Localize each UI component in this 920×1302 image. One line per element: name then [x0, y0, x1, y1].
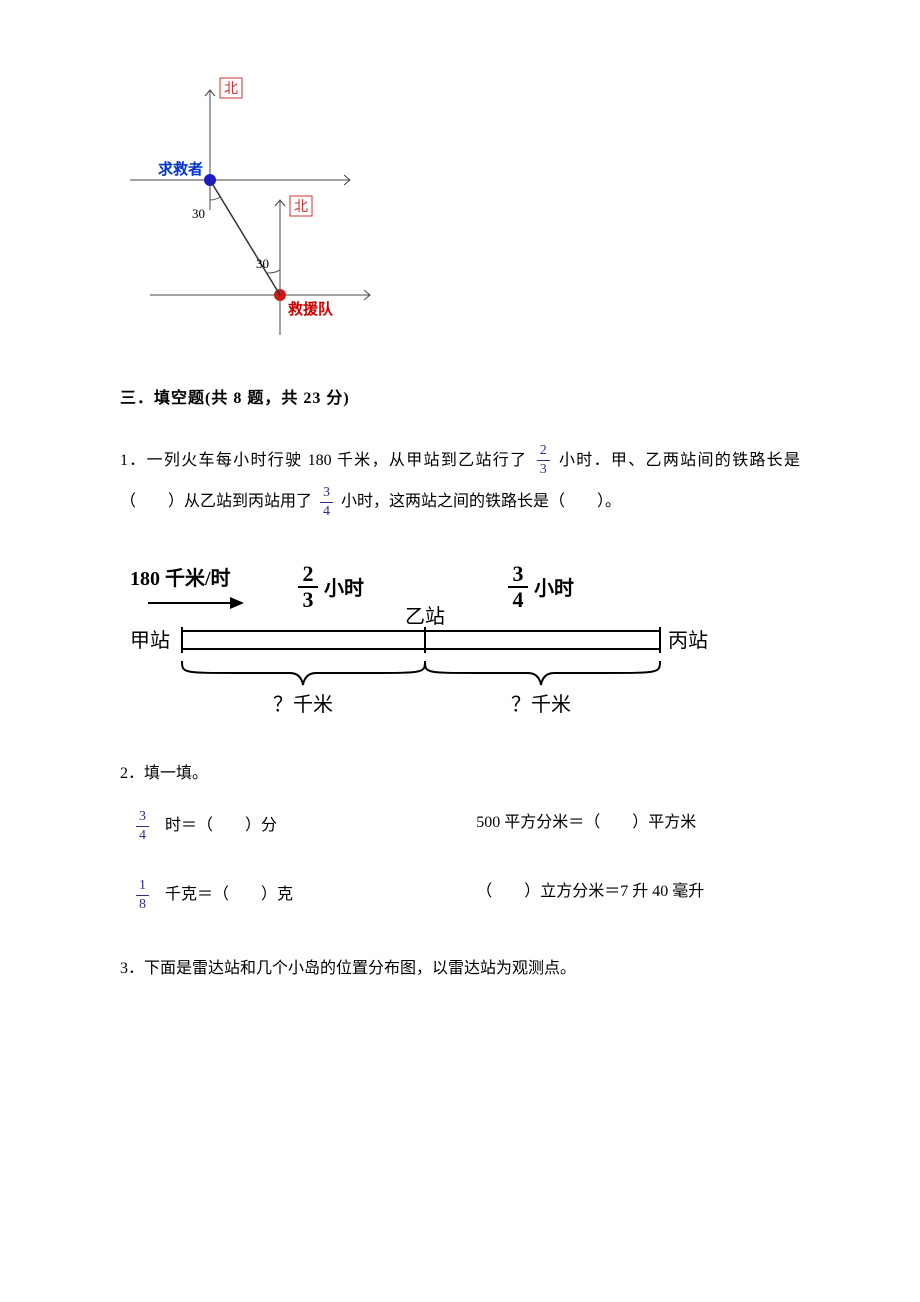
- t2-num: 3: [513, 561, 524, 586]
- angle-label-1: 30: [192, 206, 205, 221]
- train-diagram: 180 千米/时 2 3 小时 3 4 小时 乙站 甲站 丙站 ？千米 ？千米: [120, 551, 720, 721]
- speed-label: 180 千米/时: [130, 567, 231, 590]
- rescue-diagram: 北 求救者 北 救援队 30 30: [120, 70, 380, 350]
- q1-frac-2: 3 4: [320, 486, 333, 519]
- q2-row-1: 3 4 时＝（ ）分 500 平方分米＝（ ）平方米: [120, 810, 800, 843]
- q2-cell-1b: 500 平方分米＝（ ）平方米: [476, 810, 800, 843]
- q2-2a-text: 千克＝（ ）克: [165, 887, 293, 904]
- north-label-1: 北: [224, 81, 238, 97]
- q2-cell-2a: 1 8 千克＝（ ）克: [120, 879, 476, 912]
- t2-unit: 小时: [534, 577, 574, 600]
- t1-num: 2: [303, 561, 314, 586]
- q2-1a-den: 4: [136, 826, 149, 843]
- q2-2a-den: 8: [136, 895, 149, 912]
- q1-text-c: 小时，这两站之间的铁路长是（ ）。: [341, 493, 621, 510]
- q2-cell-2b: （ ）立方分米＝7 升 40 毫升: [476, 879, 800, 912]
- station-b-label: 乙站: [405, 605, 445, 628]
- q1-text-a: 1．一列火车每小时行驶 180 千米，从甲站到乙站行了: [120, 452, 533, 469]
- q2-1b-text: 500 平方分米＝（ ）平方米: [476, 814, 696, 831]
- section-3-heading: 三．填空题(共 8 题，共 23 分): [120, 386, 800, 412]
- q2-1a-num: 3: [136, 810, 149, 826]
- station-a-label: 甲站: [130, 629, 170, 652]
- q2-1a-text: 时＝（ ）分: [165, 818, 277, 835]
- q2-frac-2a: 1 8: [136, 879, 149, 912]
- t1-den: 3: [303, 587, 314, 612]
- q2-cell-1a: 3 4 时＝（ ）分: [120, 810, 476, 843]
- q2-frac-1a: 3 4: [136, 810, 149, 843]
- q1-frac1-den: 3: [537, 460, 550, 477]
- q2-2a-num: 1: [136, 879, 149, 895]
- q2-2b-text: （ ）立方分米＝7 升 40 毫升: [476, 883, 704, 900]
- question-1: 1．一列火车每小时行驶 180 千米，从甲站到乙站行了 2 3 小时．甲、乙两站…: [120, 440, 800, 523]
- q1-frac2-num: 3: [320, 486, 333, 502]
- team-label: 救援队: [288, 300, 334, 318]
- dist-q-1: ？千米: [273, 693, 333, 716]
- rescuer-label: 求救者: [158, 160, 203, 178]
- station-c-label: 丙站: [668, 629, 708, 652]
- q1-frac-1: 2 3: [537, 444, 550, 477]
- question-2-heading: 2．填一填。: [120, 761, 800, 787]
- north-label-2: 北: [294, 199, 308, 215]
- dist-q-2: ？千米: [511, 693, 571, 716]
- q1-frac2-den: 4: [320, 502, 333, 519]
- q1-frac1-num: 2: [537, 444, 550, 460]
- angle-label-2: 30: [256, 256, 269, 271]
- t1-unit: 小时: [324, 577, 364, 600]
- question-3: 3．下面是雷达站和几个小岛的位置分布图，以雷达站为观测点。: [120, 948, 800, 990]
- t2-den: 4: [513, 587, 524, 612]
- q2-row-2: 1 8 千克＝（ ）克 （ ）立方分米＝7 升 40 毫升: [120, 879, 800, 912]
